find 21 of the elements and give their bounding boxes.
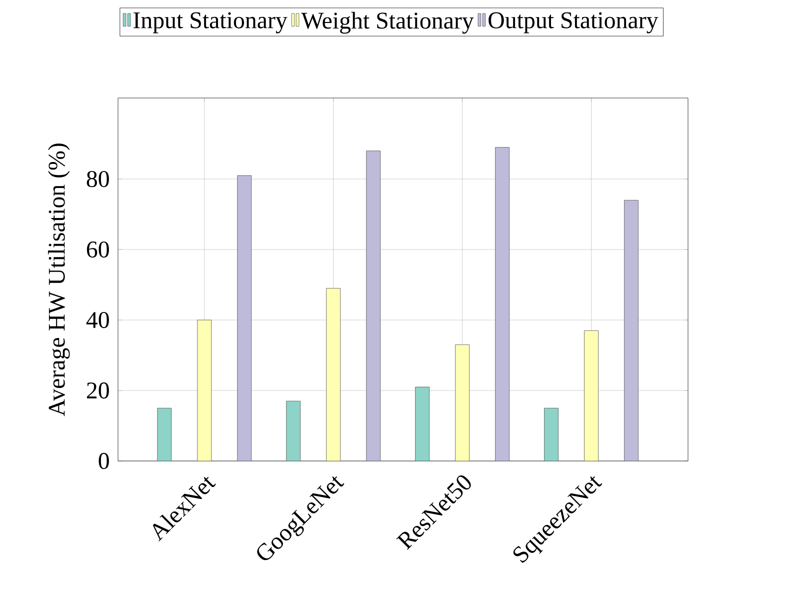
y-tick-label: 80 — [86, 170, 109, 188]
bar — [286, 400, 301, 461]
bar — [197, 320, 212, 461]
bar — [544, 408, 558, 461]
bar — [455, 344, 470, 461]
y-tick-label: 40 — [86, 312, 109, 328]
legend-label: Weight Stationary — [301, 12, 474, 34]
y-tick-label: 0 — [98, 452, 109, 470]
bar — [157, 408, 172, 461]
bar — [584, 330, 598, 461]
bar — [237, 175, 252, 461]
y-tick-label: 60 — [86, 241, 109, 258]
bar — [415, 386, 430, 461]
bar — [495, 147, 510, 461]
bar — [366, 150, 381, 461]
bar — [326, 288, 341, 461]
y-tick-label: 20 — [86, 382, 109, 399]
legend-label: Input Stationary — [134, 12, 288, 34]
bar — [624, 200, 638, 461]
legend-label: Output Stationary — [488, 12, 658, 34]
y-axis-title: Average HW Utilisation (%) — [48, 144, 70, 416]
